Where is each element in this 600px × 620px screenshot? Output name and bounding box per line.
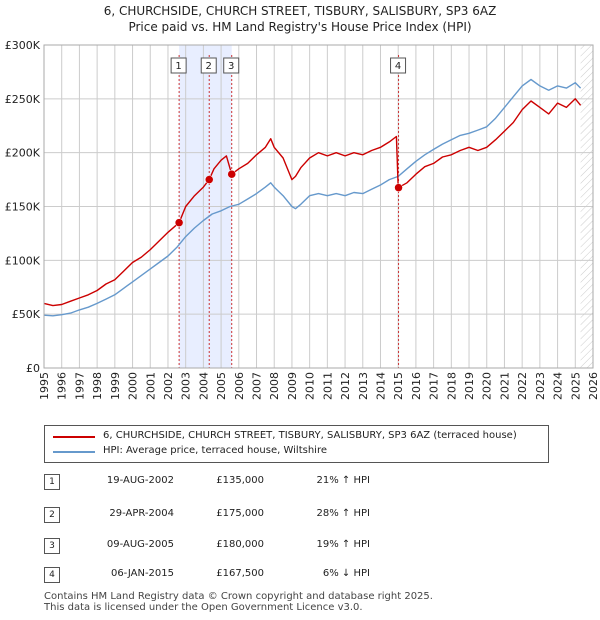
x-tick-label: 2008: [268, 372, 281, 400]
x-tick-label: 1998: [91, 372, 104, 400]
x-tick-label: 2002: [162, 372, 175, 400]
transaction-price: £135,000: [216, 475, 264, 486]
transaction-number: 1: [44, 474, 60, 490]
sale-marker-number: 4: [395, 61, 401, 72]
sale-marker-number: 2: [206, 61, 212, 72]
x-tick-label: 2005: [215, 372, 228, 400]
sale-marker-box: [390, 57, 407, 74]
footer-license: This data is licensed under the Open Gov…: [44, 602, 363, 613]
y-tick-label: £200K: [5, 147, 41, 160]
x-tick-label: 2026: [587, 372, 600, 400]
transaction-number: 4: [44, 567, 60, 583]
y-tick-label: £50K: [12, 308, 41, 321]
transaction-hpi-diff: 28% ↑ HPI: [316, 508, 370, 519]
sale-point: [204, 175, 214, 184]
y-tick-label: £150K: [5, 201, 41, 214]
x-tick-label: 2012: [339, 372, 352, 400]
sale-point: [394, 183, 403, 192]
transaction-date: 19-AUG-2002: [106, 475, 174, 486]
x-tick-label: 1997: [73, 372, 86, 400]
x-tick-label: 1996: [56, 372, 69, 400]
x-tick-label: 2001: [144, 372, 157, 400]
x-tick-label: 2016: [410, 372, 423, 400]
x-tick-label: 2010: [304, 372, 317, 400]
transaction-number: 3: [44, 538, 60, 554]
x-tick-label: 2023: [534, 372, 547, 400]
x-tick-label: 2013: [357, 372, 370, 400]
property-series-line: [43, 98, 582, 307]
x-tick-label: 2018: [445, 372, 458, 400]
transaction-price: £180,000: [216, 539, 264, 550]
chart-title-line-1: 6, CHURCHSIDE, CHURCH STREET, TISBURY, S…: [103, 4, 497, 18]
transaction-number: 2: [44, 507, 60, 523]
sale-marker-box: [200, 57, 217, 74]
y-tick-label: £100K: [5, 254, 41, 267]
x-tick-label: 1995: [38, 372, 51, 400]
x-tick-label: 2003: [180, 372, 193, 400]
transaction-price: £167,500: [216, 568, 264, 579]
sale-marker-number: 3: [228, 61, 234, 72]
sale-marker-box: [170, 57, 187, 74]
sale-marker-box: [223, 57, 240, 74]
sale-point: [227, 169, 236, 179]
legend-swatch-property: [53, 436, 95, 438]
footer-copyright: Contains HM Land Registry data © Crown c…: [44, 591, 433, 602]
legend-label-property: 6, CHURCHSIDE, CHURCH STREET, TISBURY, S…: [103, 430, 517, 441]
chart-title-line-2: Price paid vs. HM Land Registry's House …: [128, 20, 472, 34]
price-chart: £0 £50K £100K £150K £200K £250K £300K 1995 1996 1…: [5, 39, 600, 400]
x-tick-label: 2007: [251, 372, 264, 400]
x-tick-label: 2017: [428, 372, 441, 400]
transaction-hpi-diff: 6% ↓ HPI: [322, 568, 370, 579]
x-tick-label: 2011: [321, 372, 334, 400]
x-tick-label: 2009: [286, 372, 299, 400]
transaction-hpi-diff: 19% ↑ HPI: [316, 539, 370, 550]
x-tick-label: 2004: [197, 372, 210, 400]
sale-marker-number: 1: [175, 61, 181, 72]
x-tick-label: 1999: [109, 372, 122, 400]
x-tick-label: 2021: [498, 372, 511, 400]
transaction-date: 29-APR-2004: [109, 508, 174, 519]
transaction-price: £175,000: [216, 508, 264, 519]
x-tick-label: 2014: [374, 372, 387, 400]
legend-swatch-hpi: [53, 451, 95, 453]
x-tick-label: 2015: [392, 372, 405, 400]
x-tick-label: 2020: [481, 372, 494, 400]
plot-area-border: [43, 44, 594, 369]
y-tick-label: £0: [26, 362, 40, 375]
sale-point: [174, 218, 184, 227]
legend-label-hpi: HPI: Average price, terraced house, Wilt…: [103, 445, 327, 456]
x-tick-label: 2025: [569, 372, 582, 400]
hpi-series-line: [43, 78, 582, 317]
x-tick-label: 2019: [463, 372, 476, 400]
transaction-date: 06-JAN-2015: [110, 568, 174, 579]
x-tick-label: 2000: [127, 372, 140, 400]
y-tick-label: £250K: [5, 93, 41, 106]
x-tick-label: 2022: [516, 372, 529, 400]
transaction-date: 09-AUG-2005: [106, 539, 174, 550]
legend: 6, CHURCHSIDE, CHURCH STREET, TISBURY, S…: [44, 425, 549, 463]
x-tick-label: 2006: [233, 372, 246, 400]
y-tick-label: £300K: [5, 39, 41, 52]
x-tick-label: 2024: [552, 372, 565, 400]
transaction-hpi-diff: 21% ↑ HPI: [316, 475, 370, 486]
